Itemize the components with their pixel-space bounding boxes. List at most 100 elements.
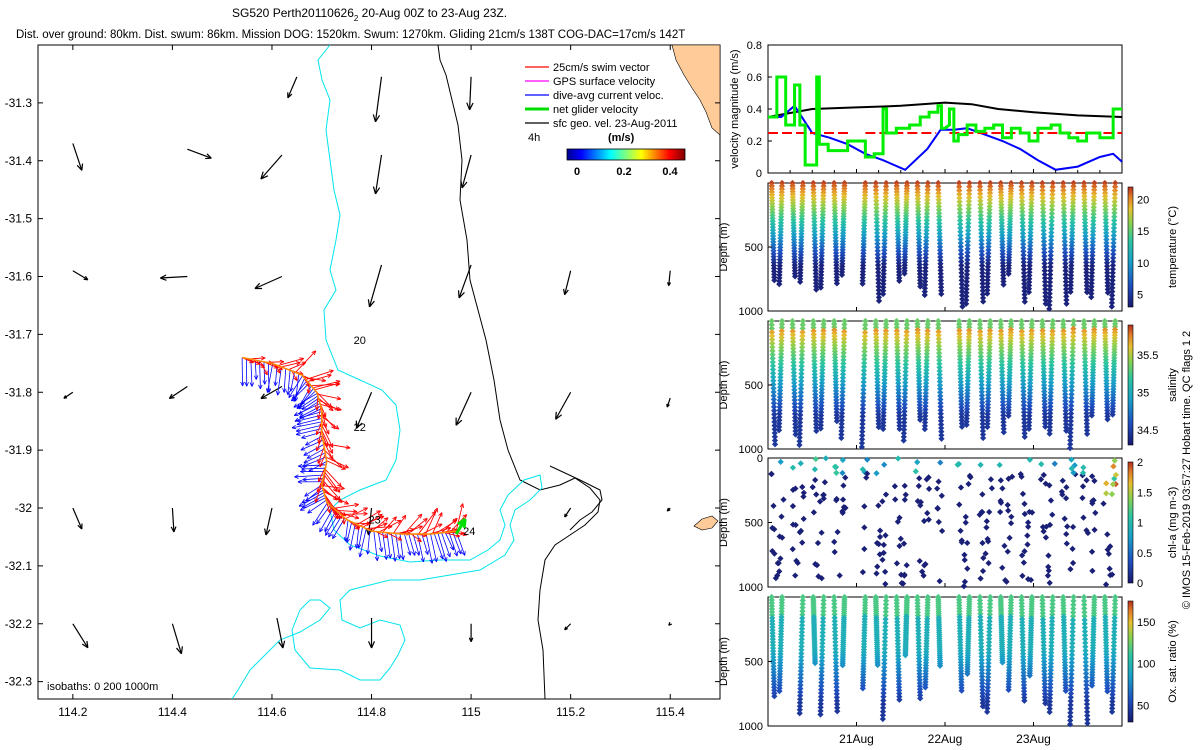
dac-vector-38-shaft [306,448,325,459]
swim-vector-104 [441,517,458,534]
data-point [797,278,804,285]
swim-vector-99-shaft [425,507,438,535]
swim-vector-10-shaft [277,358,304,366]
swim-vector-72-shaft [338,511,360,519]
dac-vector-82 [430,533,438,563]
dac-vector-67-head [358,552,363,558]
dac-vector-33-head [295,431,301,436]
dac-vector-88-shaft [452,531,462,555]
dac-vector-4 [258,360,263,390]
swim-vector-90-head [401,514,407,520]
sfc-vector-19-shaft [455,392,472,426]
swim-vector-49-shaft [325,456,349,469]
legend-gps: GPS surface velocity [553,76,656,88]
dac-vector-14-shaft [288,375,303,398]
dac-vector-37-head [303,451,309,456]
swim-vector-21-head [306,388,311,394]
swim-vector-79-head [376,510,381,515]
dac-vector-0-head [240,381,245,387]
swim-vector-48-head [319,462,324,468]
profile-panel-chl: Depth (m) 0 500 1000 0 0.5 1 1.5 2 chl-a (mg m-3) [718,453,1179,594]
dac-vector-45 [294,474,324,479]
swim-vector-62-shaft [323,491,349,505]
dac-vector-57-shaft [319,507,334,533]
sfc-vector-3 [72,143,84,171]
swim-vector-74-shaft [342,516,345,525]
date-xtick-label-1: 22Aug [928,732,963,746]
map-legend: 25cm/s swim vector GPS surface velocity … [525,62,686,178]
dac-vector-32 [295,424,322,433]
swim-vector-28-shaft [318,397,334,412]
swim-vector-93 [403,513,423,535]
dac-vector-87-shaft [448,531,458,557]
swim-vector-10 [277,357,305,366]
swim-vector-84-shaft [371,517,389,532]
dac-vector-55-head [312,520,317,526]
dac-vector-88-head [457,549,462,555]
swim-vector-43 [315,436,323,452]
legend-note: 4h [528,132,540,144]
panel-cbar-tick-temp-1: 10 [1137,258,1149,270]
swim-vector-48 [319,453,326,468]
swim-vector-5 [259,360,268,376]
speed-ylabel: velocity magnitude (m/s) [729,49,741,168]
dac-vector-81-shaft [425,533,433,564]
swim-vector-84 [371,517,389,532]
dac-vector-56 [316,505,331,525]
sfc-vector-1-head [372,114,381,123]
dac-vector-22-shaft [298,395,319,410]
sfc-vector-30-shaft [276,617,284,649]
swim-vector-55-head [332,487,338,492]
swim-vector-59-shaft [321,485,345,490]
isobath-1000 [437,44,601,700]
swim-vector-73-head [363,511,368,516]
swim-vector-20-head [326,373,332,379]
swim-vector-99 [425,507,438,535]
swim-vector-45 [323,442,351,450]
dac-vector-10 [282,368,287,393]
dac-vector-79 [417,533,425,563]
dac-vector-85 [441,532,451,558]
swim-vector-108-head [462,531,468,537]
dac-vector-30-shaft [296,418,322,425]
dac-vector-22 [298,395,319,410]
sfc-vector-33-head [564,626,568,631]
sfc-vector-8-head [83,275,89,281]
swim-vector-32 [316,406,322,420]
swim-vector-50 [326,460,346,470]
swim-vector-20 [307,373,332,383]
swim-vector-11-shaft [281,362,301,368]
dac-vector-87-head [453,551,458,557]
track-label-1: 22 [354,422,366,434]
sfc-vector-14-shaft [668,270,671,286]
panel-cbar-tick-oxy-0: 50 [1137,700,1149,712]
swim-vector-95-head [416,537,422,543]
swim-vector-10-head [299,357,305,362]
dac-vector-68-shaft [367,530,371,555]
swim-vector-26 [317,393,342,401]
dac-vector-88 [452,531,462,555]
dac-vector-11-head [286,390,291,396]
dac-vector-57 [319,507,334,533]
sfc-vector-30-head [278,640,286,649]
swim-vector-2-head [260,355,266,361]
swim-vector-21 [306,383,311,394]
map-ytick-label-2: -31.5 [5,212,33,226]
swim-vector-26-shaft [317,393,342,400]
swim-vector-24 [314,382,340,391]
legend-dac: dive-avg current veloc. [553,90,664,102]
dac-vector-66 [357,526,363,549]
sfc-vector-14 [666,270,672,287]
dac-vector-84 [437,533,448,562]
swim-vector-108 [453,531,468,537]
sfc-vector-27-head [666,507,671,512]
data-point [812,250,819,258]
dac-vector-53 [299,497,326,511]
panel-ytick-label-oxy-1: 1000 [739,721,763,733]
swim-vector-104-head [452,517,458,523]
data-point [812,276,820,284]
sfc-vector-21 [666,397,671,408]
sfc-vector-3-head [76,163,84,171]
sfc-vector-18-head [355,420,363,429]
